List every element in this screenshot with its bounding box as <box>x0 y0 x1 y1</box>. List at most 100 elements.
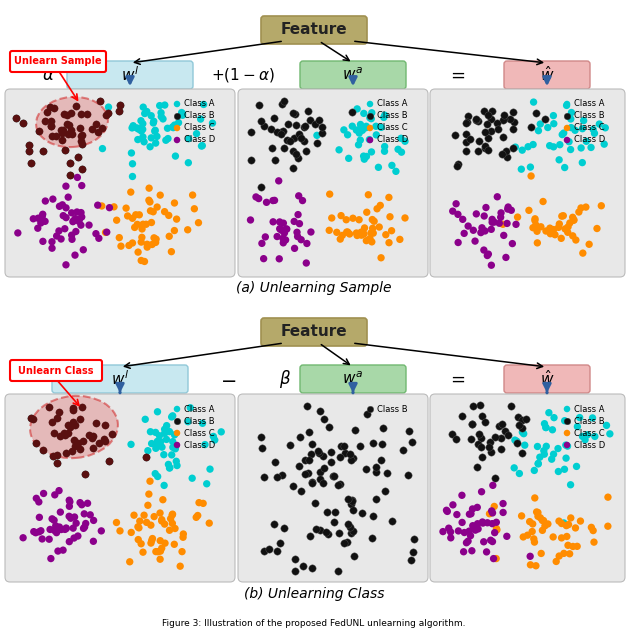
Point <box>400 213 410 223</box>
Point <box>477 223 487 233</box>
Point <box>492 523 502 534</box>
Point <box>274 537 284 548</box>
Point <box>562 99 572 109</box>
Point <box>76 220 86 230</box>
Point <box>71 227 81 237</box>
Point <box>80 469 90 480</box>
Point <box>131 210 141 220</box>
Point <box>167 510 177 520</box>
Point <box>37 211 47 221</box>
Point <box>529 465 539 476</box>
Point <box>78 435 88 446</box>
Point <box>104 456 114 466</box>
Point <box>246 126 256 137</box>
Point <box>563 227 573 238</box>
Point <box>586 143 596 153</box>
Text: Class C: Class C <box>184 123 215 132</box>
Point <box>276 128 286 139</box>
Point <box>362 409 372 419</box>
Point <box>312 138 322 148</box>
FancyBboxPatch shape <box>430 89 625 277</box>
Point <box>151 138 161 148</box>
Point <box>315 406 325 417</box>
Point <box>531 220 541 230</box>
Point <box>470 236 480 247</box>
Point <box>517 415 528 426</box>
Point <box>197 141 207 151</box>
Point <box>52 413 62 423</box>
Point <box>28 214 38 224</box>
Point <box>278 233 288 243</box>
Point <box>157 516 167 526</box>
Point <box>55 507 65 517</box>
Point <box>477 452 487 462</box>
Point <box>65 422 75 432</box>
Point <box>306 478 317 489</box>
Point <box>367 108 377 118</box>
Point <box>146 538 156 548</box>
Point <box>154 431 165 441</box>
Point <box>194 498 204 508</box>
Point <box>139 108 149 119</box>
Point <box>43 402 53 412</box>
Text: Class C: Class C <box>574 123 605 132</box>
Point <box>75 413 85 424</box>
Point <box>569 215 579 225</box>
Point <box>168 442 178 453</box>
Point <box>338 538 349 548</box>
Point <box>51 528 62 538</box>
Point <box>490 473 500 483</box>
Point <box>380 485 390 496</box>
Point <box>142 107 152 117</box>
Point <box>74 216 84 227</box>
Point <box>80 469 90 480</box>
Point <box>544 141 555 151</box>
Point <box>330 507 340 517</box>
Point <box>40 116 50 126</box>
Point <box>56 125 66 135</box>
Text: (a) Unlearning Sample: (a) Unlearning Sample <box>236 281 392 295</box>
Text: Class B: Class B <box>574 417 605 426</box>
Point <box>259 546 269 556</box>
Point <box>366 228 376 238</box>
Point <box>367 237 377 247</box>
Point <box>172 99 182 109</box>
FancyBboxPatch shape <box>504 365 590 393</box>
Point <box>84 429 94 440</box>
Point <box>589 537 599 547</box>
Point <box>75 413 85 424</box>
Point <box>138 119 148 129</box>
Point <box>362 152 372 162</box>
Point <box>496 444 506 454</box>
Point <box>156 112 166 122</box>
Point <box>48 451 58 462</box>
Point <box>69 533 79 543</box>
Point <box>494 218 504 229</box>
Point <box>508 107 518 117</box>
Point <box>550 230 560 240</box>
Point <box>77 180 87 191</box>
Point <box>462 117 472 127</box>
Point <box>115 526 125 536</box>
Point <box>257 442 267 453</box>
Point <box>161 135 171 145</box>
Point <box>85 510 95 520</box>
Point <box>62 110 72 120</box>
Point <box>538 196 548 207</box>
Point <box>167 518 177 528</box>
Point <box>66 108 76 118</box>
Point <box>352 230 362 241</box>
Point <box>77 402 87 412</box>
Point <box>102 227 112 238</box>
Point <box>359 108 369 119</box>
Point <box>503 430 513 440</box>
Point <box>486 447 496 457</box>
Point <box>488 480 498 490</box>
Point <box>492 117 502 128</box>
Point <box>349 551 359 561</box>
Point <box>38 146 48 156</box>
Point <box>531 560 541 571</box>
Point <box>301 258 311 268</box>
Point <box>65 157 75 168</box>
Point <box>38 209 48 220</box>
